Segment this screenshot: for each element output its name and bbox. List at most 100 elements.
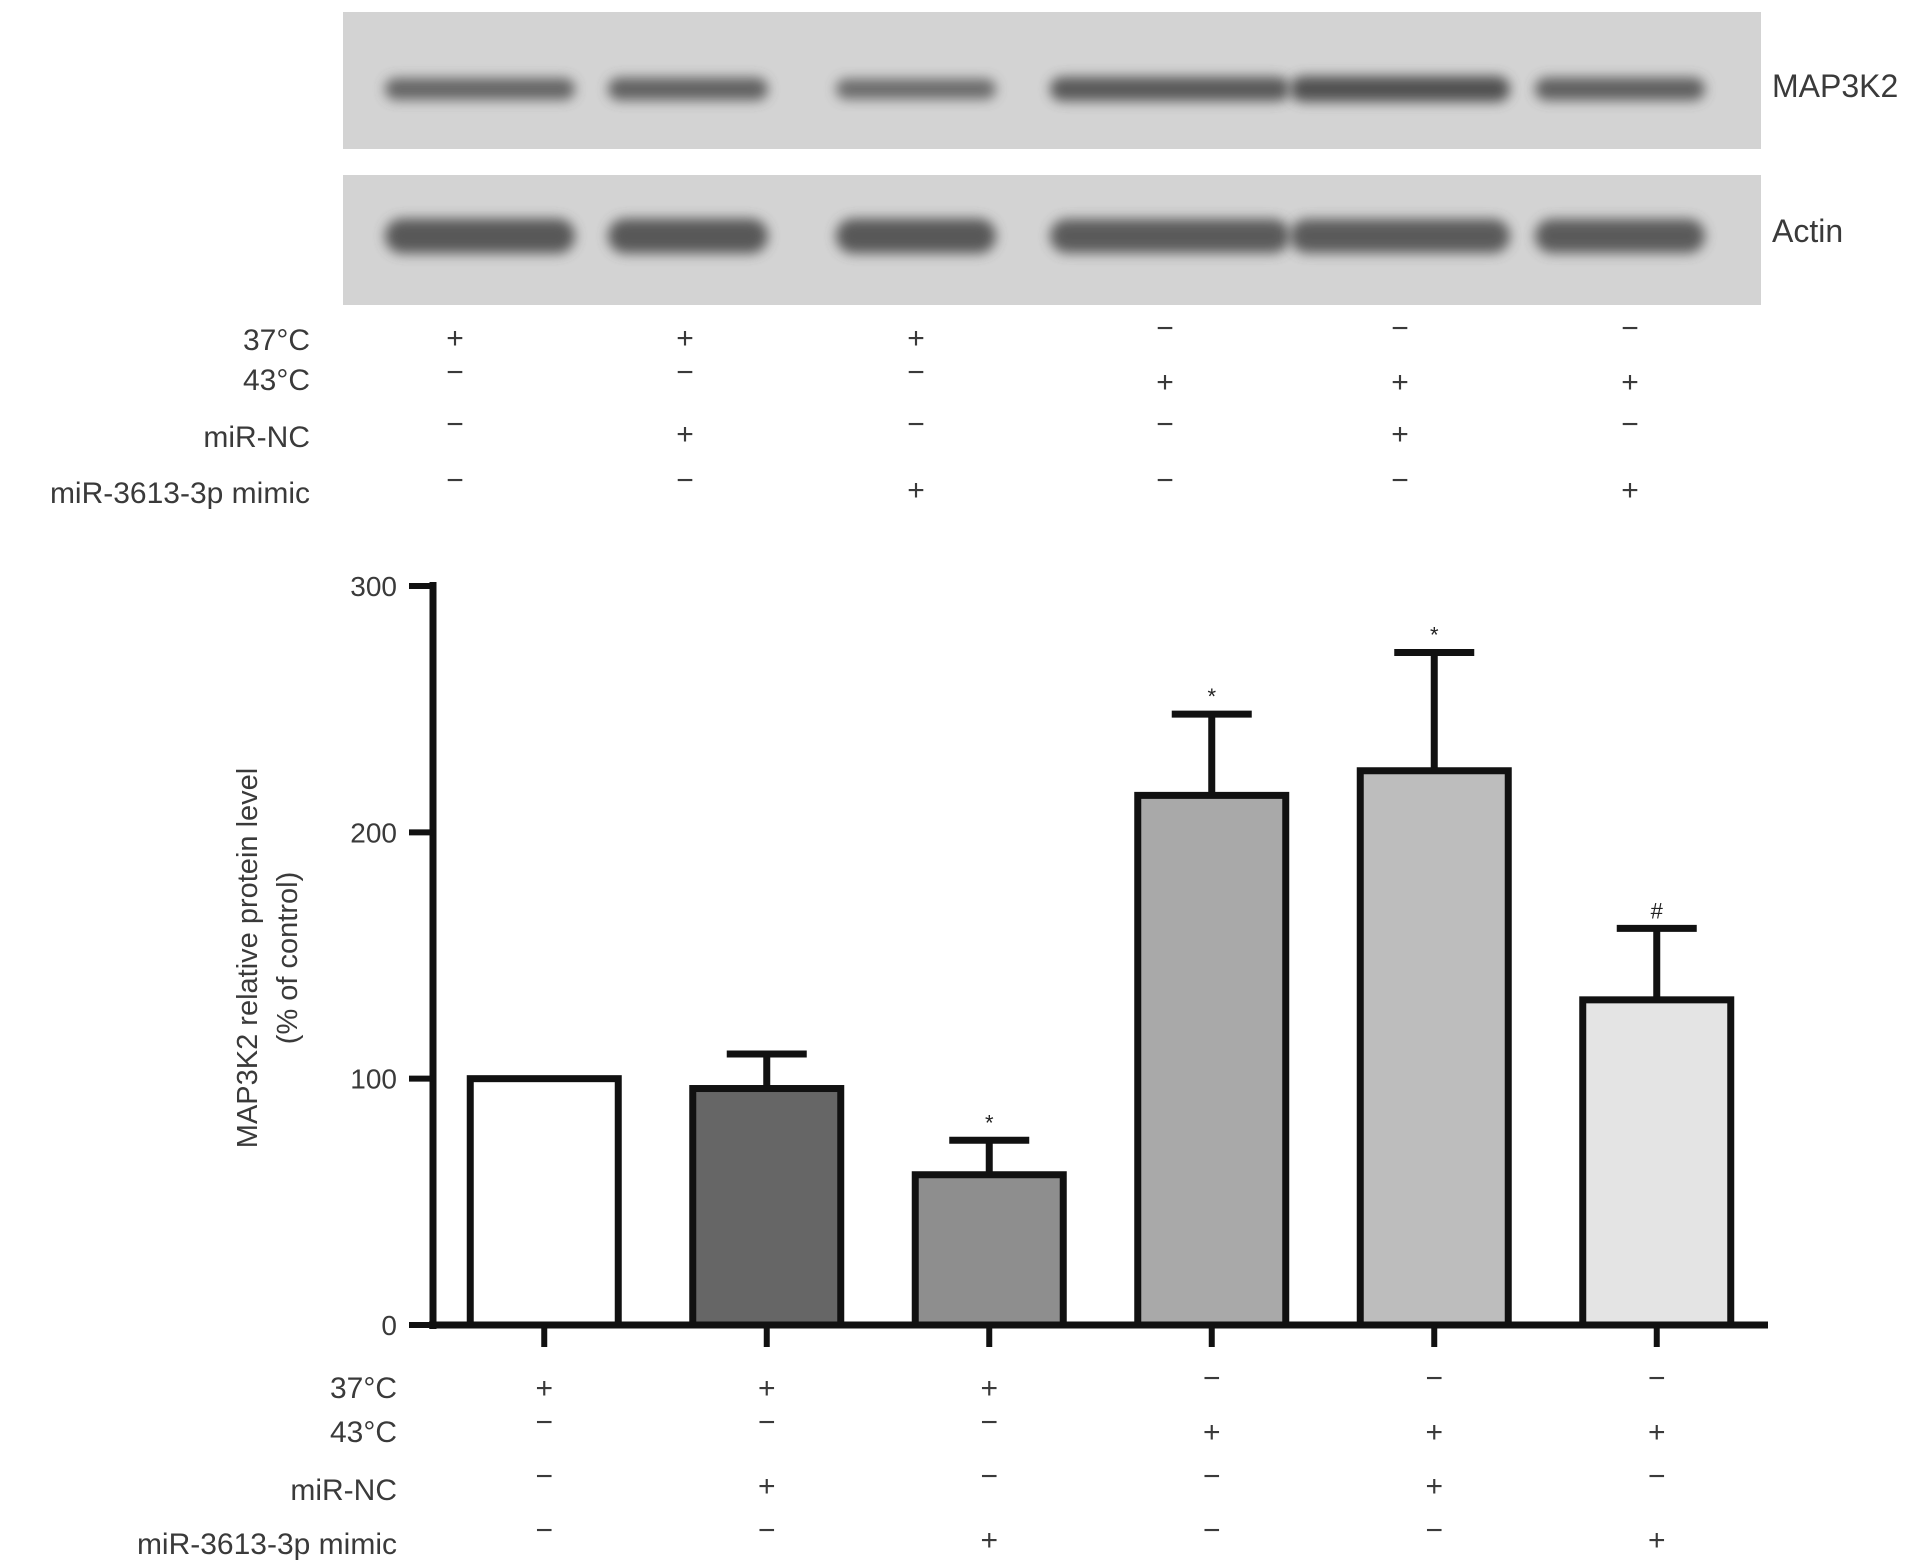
y-axis-title-line2: (% of control): [272, 872, 304, 1044]
blot-sign: +: [1391, 366, 1409, 399]
blot-band: [836, 78, 996, 100]
chart-sign: +: [535, 1372, 553, 1405]
blot-sign: +: [1621, 366, 1639, 399]
blot-sign: −: [676, 464, 694, 497]
bar-group: *: [911, 1110, 1067, 1329]
blot-sign: +: [676, 322, 694, 355]
significance-mark: #: [1651, 898, 1664, 923]
bar: [1134, 791, 1290, 1329]
y-tick-label: 200: [350, 817, 397, 848]
chart-row-label-43c: 43°C: [330, 1416, 397, 1449]
significance-mark: *: [985, 1110, 994, 1135]
chart-sign: +: [1648, 1524, 1666, 1557]
blot-condition-table: 37°C 43°C miR-NC miR-3613-3p mimic + + + − −…: [50, 312, 1639, 510]
blot-panel-1: [343, 175, 1761, 305]
chart-sign: +: [758, 1470, 776, 1503]
blot-sign: +: [1156, 366, 1174, 399]
chart-sign: +: [980, 1524, 998, 1557]
blot-sign: −: [1156, 408, 1174, 441]
chart-sign: −: [1425, 1362, 1443, 1395]
blot-sign: +: [907, 474, 925, 507]
blot-band: [608, 77, 768, 101]
blot-sign: +: [1391, 418, 1409, 451]
blot-band: [1290, 76, 1510, 102]
y-tick-label: 100: [350, 1064, 397, 1095]
bars: * * * #: [466, 623, 1735, 1329]
chart-sign: −: [1648, 1362, 1666, 1395]
bar: [911, 1171, 1067, 1329]
significance-mark: *: [1207, 684, 1216, 709]
blot-band: [385, 218, 575, 254]
chart-sign: −: [1203, 1460, 1221, 1493]
blot-band: [385, 78, 575, 100]
blot-sign: −: [1156, 312, 1174, 345]
blot-label-map3k2: MAP3K2: [1772, 68, 1898, 104]
blot-label-actin: Actin: [1772, 213, 1843, 249]
chart-sign: −: [1203, 1362, 1221, 1395]
blot-sign: −: [1391, 464, 1409, 497]
blot-sign: −: [907, 408, 925, 441]
blot-sign: −: [907, 356, 925, 389]
blot-sign: −: [446, 464, 464, 497]
chart-sign: −: [535, 1514, 553, 1547]
blot-row-label-43c: 43°C: [243, 364, 310, 397]
western-blot: MAP3K2 Actin: [343, 12, 1898, 305]
blot-band: [1050, 219, 1290, 253]
chart-row-label-37c: 37°C: [330, 1372, 397, 1405]
chart-sign: −: [535, 1406, 553, 1439]
blot-band: [1535, 219, 1705, 253]
chart-sign: +: [758, 1372, 776, 1405]
chart-sign: −: [535, 1460, 553, 1493]
blot-background: [343, 12, 1761, 149]
chart-sign: +: [1425, 1416, 1443, 1449]
x-axis: [429, 1321, 1768, 1347]
y-tick-label: 0: [381, 1310, 397, 1341]
chart-sign: +: [1203, 1416, 1221, 1449]
blot-panel-0: [343, 12, 1761, 149]
chart-sign: −: [980, 1406, 998, 1439]
chart-sign: +: [1648, 1416, 1666, 1449]
bar: [1356, 767, 1512, 1329]
blot-sign: +: [446, 322, 464, 355]
blot-sign: +: [676, 418, 694, 451]
y-axis: 0 100 200 300: [350, 571, 437, 1341]
bar-group: [689, 1050, 845, 1329]
chart-sign: +: [1425, 1470, 1443, 1503]
blot-row-label-37c: 37°C: [243, 324, 310, 357]
y-axis-title-line1: MAP3K2 relative protein level: [232, 768, 264, 1148]
chart-sign: −: [1648, 1460, 1666, 1493]
blot-sign: −: [1391, 312, 1409, 345]
bar: [466, 1075, 622, 1329]
bar-chart: 0 100 200 300 * * * # MAP3K2 relative protein …: [232, 571, 1768, 1347]
bar: [1579, 996, 1735, 1329]
bar-group: *: [1356, 623, 1512, 1329]
chart-row-label-mir-nc: miR-NC: [290, 1474, 397, 1507]
chart-condition-table: 37°C 43°C miR-NC miR-3613-3p mimic + + + − −…: [137, 1362, 1666, 1561]
chart-row-label-mimic: miR-3613-3p mimic: [137, 1528, 397, 1561]
blot-band: [608, 218, 768, 254]
chart-sign: −: [758, 1406, 776, 1439]
blot-row-label-mir-nc: miR-NC: [203, 421, 310, 454]
blot-band: [1050, 76, 1290, 102]
chart-sign: −: [758, 1514, 776, 1547]
chart-sign: −: [1425, 1514, 1443, 1547]
blot-sign: −: [676, 356, 694, 389]
blot-sign: +: [907, 322, 925, 355]
bar: [689, 1085, 845, 1329]
blot-band: [836, 218, 996, 254]
blot-sign: −: [1621, 312, 1639, 345]
blot-sign: −: [446, 408, 464, 441]
blot-sign: −: [1156, 464, 1174, 497]
blot-sign: −: [1621, 408, 1639, 441]
blot-band: [1535, 77, 1705, 101]
y-tick-label: 300: [350, 571, 397, 602]
bar-group: [466, 1075, 622, 1329]
blot-row-label-mimic: miR-3613-3p mimic: [50, 477, 310, 510]
blot-band: [1290, 219, 1510, 253]
chart-sign: −: [980, 1460, 998, 1493]
bar-group: #: [1579, 898, 1735, 1329]
blot-sign: −: [446, 356, 464, 389]
bar-group: *: [1134, 684, 1290, 1329]
blot-sign: +: [1621, 474, 1639, 507]
